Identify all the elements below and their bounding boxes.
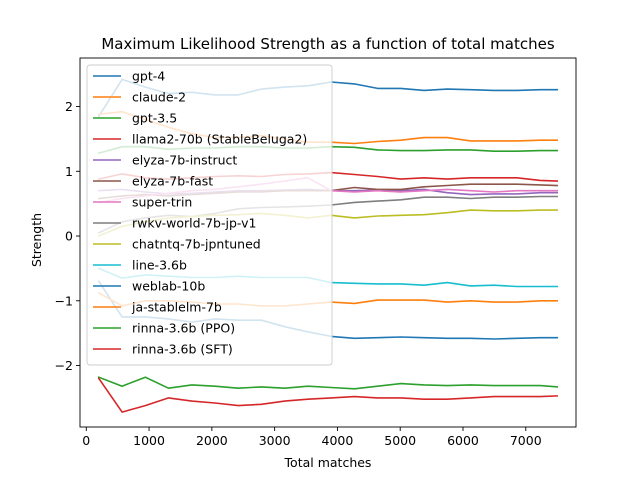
legend-label-7: rwkv-world-7b-jp-v1 [132,216,256,231]
legend-label-2: gpt-3.5 [132,111,177,126]
x-tick-label: 4000 [322,433,354,448]
legend-label-11: ja-stablelm-7b [131,300,222,315]
x-tick-label: 1000 [133,433,165,448]
y-tick-label: 2 [65,99,73,114]
x-tick-label: 3000 [259,433,291,448]
legend-label-10: weblab-10b [132,279,205,294]
y-tick-label: −1 [55,293,73,308]
legend-label-4: elyza-7b-instruct [132,153,237,168]
x-tick-label: 2000 [196,433,228,448]
x-tick-label: 5000 [384,433,416,448]
legend-label-0: gpt-4 [132,69,165,84]
x-axis-label: Total matches [284,455,372,470]
y-tick-label: −2 [55,358,73,373]
y-axis-label: Strength [29,213,44,267]
chart-title: Maximum Likelihood Strength as a functio… [101,35,554,53]
legend-label-3: llama2-70b (StableBeluga2) [132,132,307,147]
legend-box [86,64,333,366]
series-line-12 [97,376,559,390]
legend-label-12: rinna-3.6b (PPO) [132,321,235,336]
legend-label-5: elyza-7b-fast [132,174,213,189]
x-tick-label: 7000 [510,433,542,448]
y-axis: −2 −1 0 1 2 [55,99,80,373]
y-tick-label: 0 [65,229,73,244]
legend-label-9: line-3.6b [132,258,187,273]
legend-label-8: chatntq-7b-jpntuned [132,237,261,252]
legend-label-6: super-trin [132,195,192,210]
x-tick-label: 0 [82,433,90,448]
legend-label-13: rinna-3.6b (SFT) [132,342,233,357]
legend-label-1: claude-2 [132,90,186,105]
x-tick-label: 6000 [447,433,479,448]
plot-frame [79,57,577,428]
legend: gpt-4 claude-2 gpt-3.5 llama2-70b (StableBe… [86,64,333,366]
y-tick-label: 1 [65,164,73,179]
x-axis: 0 1000 2000 3000 4000 5000 6000 7000 [82,427,542,448]
series-line-13 [97,377,559,413]
